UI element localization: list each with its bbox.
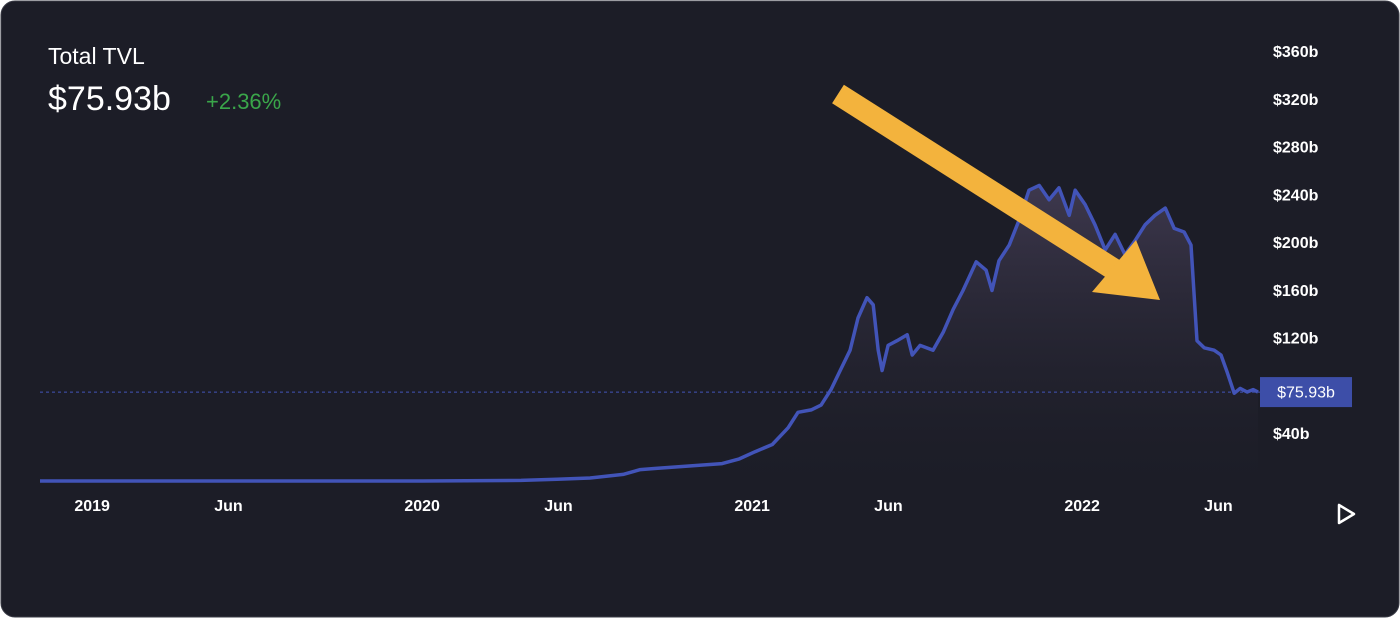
x-tick-label: Jun [1204,498,1232,515]
y-tick-label: $120b [1273,331,1319,348]
x-tick-label: 2022 [1064,498,1100,515]
y-tick-label: $360b [1273,44,1319,61]
current-value: $75.93b [48,80,171,118]
arrow-shaft [832,84,1124,282]
play-button[interactable] [1337,503,1356,525]
y-tick-label: $200b [1273,235,1319,252]
change: +2.36% [206,89,281,114]
y-tick-label: $320b [1273,92,1319,109]
title: Total TVL [48,43,145,69]
x-tick-label: Jun [874,498,902,515]
y-tick-label: $240b [1273,187,1319,204]
x-tick-label: 2019 [74,498,110,515]
line [40,183,1259,483]
y-tick-label: $40b [1273,426,1310,443]
y-tick-label: $280b [1273,140,1319,157]
area [40,185,1258,483]
x-tick-label: 2021 [734,498,770,515]
current-value-badge [1260,377,1352,408]
y-tick-label: $160b [1273,283,1319,300]
x-tick-label: 2020 [404,498,440,515]
x-tick-label: Jun [214,498,242,515]
x-tick-label: Jun [544,498,572,515]
current-value-badge-label: $75.93b [1277,384,1335,401]
annotation-arrow [832,84,1160,300]
plot [40,183,1260,483]
arrow-head [1092,240,1160,300]
